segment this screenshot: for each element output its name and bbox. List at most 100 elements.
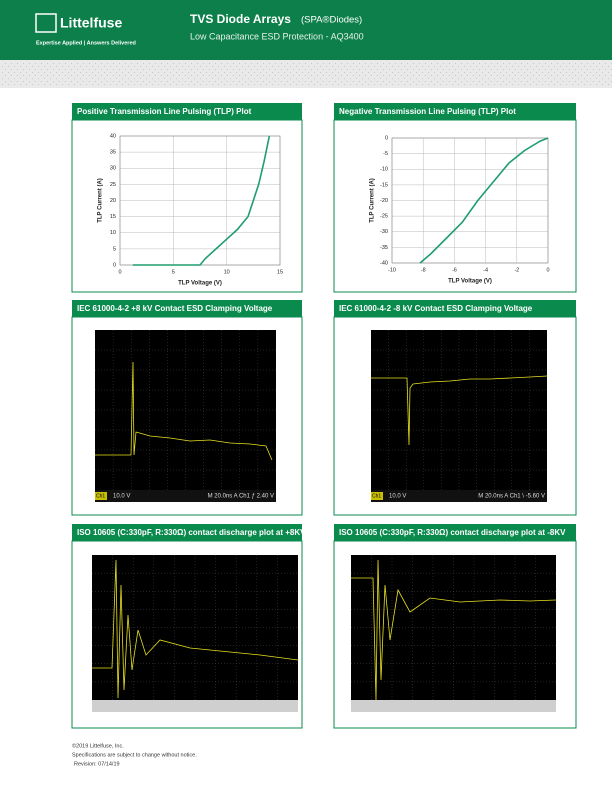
dot bbox=[101, 81, 102, 82]
dot bbox=[446, 72, 447, 73]
dot bbox=[323, 75, 324, 76]
dot bbox=[581, 69, 582, 70]
x-tick-label: 10 bbox=[224, 269, 230, 275]
dot bbox=[494, 78, 495, 79]
dot bbox=[62, 84, 63, 85]
dot bbox=[605, 75, 606, 76]
dot bbox=[530, 78, 531, 79]
dot bbox=[143, 75, 144, 76]
dot bbox=[263, 75, 264, 76]
dot bbox=[374, 72, 375, 73]
dot bbox=[125, 63, 126, 64]
dot bbox=[569, 63, 570, 64]
y-tick-label: -40 bbox=[380, 260, 388, 266]
x-tick-label: -6 bbox=[452, 267, 457, 273]
dot bbox=[14, 72, 15, 73]
dot bbox=[428, 84, 429, 85]
dot bbox=[290, 78, 291, 79]
dot bbox=[194, 66, 195, 67]
dot bbox=[311, 81, 312, 82]
dot bbox=[233, 81, 234, 82]
scope-trace bbox=[371, 375, 548, 446]
dot bbox=[281, 69, 282, 70]
dot bbox=[146, 66, 147, 67]
dot bbox=[17, 63, 18, 64]
dot bbox=[515, 69, 516, 70]
dot bbox=[215, 75, 216, 76]
dot bbox=[350, 78, 351, 79]
dot bbox=[554, 78, 555, 79]
dot bbox=[134, 78, 135, 79]
dot bbox=[359, 75, 360, 76]
dot bbox=[239, 69, 240, 70]
dot bbox=[161, 63, 162, 64]
dot bbox=[401, 75, 402, 76]
dot bbox=[608, 84, 609, 85]
dot bbox=[362, 78, 363, 79]
dot bbox=[407, 63, 408, 64]
dot bbox=[602, 78, 603, 79]
dot bbox=[272, 78, 273, 79]
dot bbox=[32, 66, 33, 67]
dot bbox=[125, 69, 126, 70]
dot bbox=[308, 72, 309, 73]
dot bbox=[473, 81, 474, 82]
dot bbox=[599, 75, 600, 76]
dot bbox=[338, 78, 339, 79]
dot bbox=[305, 75, 306, 76]
y-tick-label: -15 bbox=[380, 182, 388, 188]
dot bbox=[518, 66, 519, 67]
dot bbox=[500, 84, 501, 85]
panel-title-bar bbox=[334, 300, 576, 317]
dot bbox=[563, 75, 564, 76]
dot bbox=[548, 84, 549, 85]
dot bbox=[122, 78, 123, 79]
y-tick-label: -10 bbox=[380, 167, 388, 173]
dot bbox=[92, 66, 93, 67]
dot bbox=[518, 84, 519, 85]
dot bbox=[53, 69, 54, 70]
dot bbox=[428, 66, 429, 67]
y-tick-label: 25 bbox=[110, 182, 116, 188]
dot bbox=[17, 75, 18, 76]
dot bbox=[8, 84, 9, 85]
dot bbox=[536, 78, 537, 79]
dot bbox=[293, 63, 294, 64]
dot bbox=[20, 84, 21, 85]
dot bbox=[206, 84, 207, 85]
x-tick-label: 5 bbox=[172, 269, 175, 275]
dot bbox=[464, 84, 465, 85]
dot bbox=[266, 66, 267, 67]
dot bbox=[233, 75, 234, 76]
x-tick-label: -2 bbox=[514, 267, 519, 273]
dot bbox=[140, 66, 141, 67]
dot bbox=[533, 81, 534, 82]
dot bbox=[176, 72, 177, 73]
dot bbox=[134, 84, 135, 85]
dot bbox=[62, 78, 63, 79]
dot bbox=[209, 81, 210, 82]
dot bbox=[572, 84, 573, 85]
dot bbox=[275, 69, 276, 70]
dot bbox=[110, 84, 111, 85]
dot bbox=[359, 81, 360, 82]
dot bbox=[404, 72, 405, 73]
dot bbox=[320, 72, 321, 73]
dot bbox=[566, 78, 567, 79]
scope-trace bbox=[92, 559, 299, 699]
dot bbox=[158, 66, 159, 67]
dot bbox=[53, 75, 54, 76]
dot bbox=[461, 69, 462, 70]
dot bbox=[449, 63, 450, 64]
dot bbox=[110, 66, 111, 67]
dot bbox=[572, 72, 573, 73]
dot bbox=[26, 84, 27, 85]
dot bbox=[29, 63, 30, 64]
dot bbox=[266, 72, 267, 73]
dot bbox=[224, 72, 225, 73]
dot bbox=[491, 81, 492, 82]
dot bbox=[245, 69, 246, 70]
dot bbox=[44, 78, 45, 79]
dot bbox=[443, 69, 444, 70]
dot bbox=[158, 78, 159, 79]
